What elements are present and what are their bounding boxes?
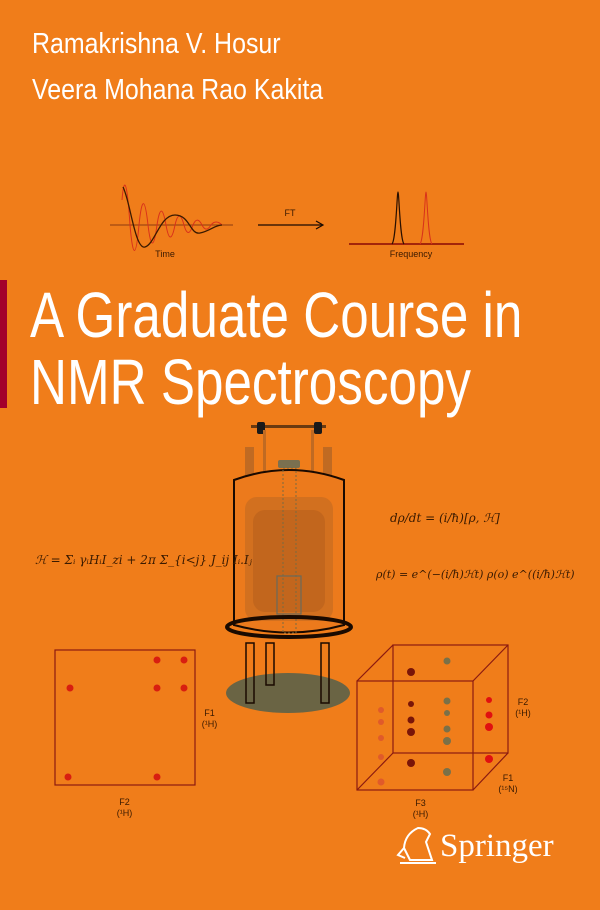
springer-horse-head-icon <box>396 826 436 864</box>
fid-figure <box>110 184 464 251</box>
title-line-2: NMR Spectroscopy <box>30 346 472 418</box>
f1-text: F1 <box>204 708 215 718</box>
spectrum-3d <box>356 644 509 791</box>
peak-red <box>419 191 433 245</box>
ft-arrow-label: FT <box>284 208 296 218</box>
author-1: Ramakrishna V. Hosur <box>32 28 281 60</box>
f1-nucleus: (¹⁵N) <box>498 783 518 794</box>
2d-f2-label: F2 (¹H) <box>112 797 137 819</box>
f2-text: F2 <box>517 697 529 707</box>
3d-f1-label: F1 (¹⁵N) <box>493 773 523 795</box>
f3-nucleus: (¹H) <box>412 808 429 819</box>
2d-f1-label: F1 (¹H) <box>197 708 222 730</box>
3d-f3-label: F3 (¹H) <box>408 798 433 820</box>
hamiltonian-equation: ℋ = Σᵢ γᵢHᵢI_zi + 2π Σ_{i<j} J_ij Iᵢ.Iⱼ <box>35 553 252 567</box>
3d-f2-label: F2 (¹H) <box>509 697 537 719</box>
f1-nucleus: (¹H) <box>201 718 218 729</box>
nmr-magnet-illustration <box>225 422 353 713</box>
density-propagation-equation: ρ(t) = e^(−(i/ħ)ℋt) ρ(o) e^((i/ħ)ℋt) <box>376 568 575 581</box>
title-line-1: A Graduate Course in <box>30 279 523 351</box>
spectrum-3d-peaks <box>377 657 493 786</box>
author-2: Veera Mohana Rao Kakita <box>32 74 324 106</box>
fid-black-curve <box>122 186 223 248</box>
fid-red-curve <box>121 184 223 251</box>
f3-text: F3 <box>415 798 426 808</box>
frequency-axis-label: Frequency <box>389 249 433 259</box>
liouville-equation: dρ/dt = (i/ħ)[ρ, ℋ] <box>390 511 500 525</box>
f2-nucleus: (¹H) <box>116 807 133 818</box>
f2-text: F2 <box>119 797 130 807</box>
publisher-name: Springer <box>440 828 554 864</box>
f2-nucleus: (¹H) <box>515 707 531 718</box>
accent-bar <box>0 280 7 408</box>
f1-text: F1 <box>502 773 514 783</box>
time-axis-label: Time <box>155 249 175 259</box>
peak-black <box>391 191 405 245</box>
spectrum-2d <box>54 649 196 786</box>
